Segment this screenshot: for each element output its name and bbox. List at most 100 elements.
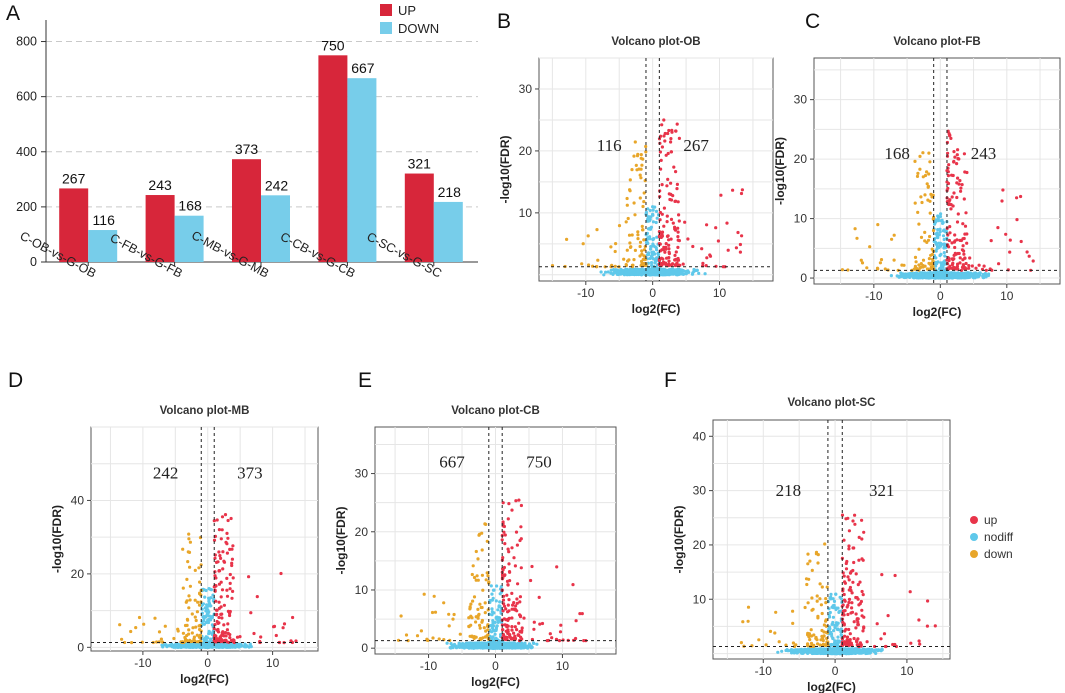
up-point [960,248,965,252]
down-point [484,629,488,633]
down-point [422,592,426,596]
up-point [950,241,954,245]
down-point [130,641,134,645]
nodiff-point [624,271,628,275]
up-point [508,579,512,583]
nodiff-point [939,252,943,256]
nodiff-point [942,251,946,255]
up-point [282,622,287,626]
nodiff-point [939,244,943,248]
nodiff-point [926,274,930,278]
up-point [1027,254,1031,258]
down-point [913,159,917,163]
down-point [642,191,646,195]
nodiff-point [207,645,211,649]
nodiff-point [647,269,651,273]
nodiff-point [532,641,536,646]
down-point [915,174,920,178]
up-point [705,223,709,227]
up-point [238,635,242,639]
down-point [902,263,906,267]
down-point [876,223,880,227]
down-point [195,610,199,614]
nodiff-point [937,233,941,237]
up-point [984,268,988,272]
nodiff-point [495,584,499,588]
up-point [962,236,966,241]
points [550,118,745,277]
down-point [635,168,639,172]
nodiff-point [509,644,513,648]
down-point [921,265,925,269]
up-point [502,530,506,534]
nodiff-point [660,273,664,277]
y-tick-label: 30 [519,82,533,96]
down-point [118,623,122,627]
nodiff-point [889,274,894,278]
down-point [624,263,629,267]
up-point [281,626,285,630]
nodiff-point [458,645,462,650]
down-point [918,154,922,158]
down-point [591,264,595,268]
up-point [958,256,962,260]
down-point [181,586,185,590]
down-point [194,618,198,623]
down-point [187,628,191,632]
down-point [633,213,637,217]
nodiff-point [204,635,208,639]
up-point [515,628,519,632]
up-point [221,567,225,571]
up-point [738,242,743,247]
nodiff-point [911,272,915,276]
down-point [188,598,192,602]
up-point [558,630,563,634]
up-point [505,593,509,597]
up-point [963,224,968,228]
bar-up-value: 373 [235,141,259,157]
nodiff-point [962,272,966,276]
up-point [214,560,219,565]
up-point [228,587,232,591]
panel-letter-e: E [358,369,372,392]
up-point [214,576,218,580]
nodiff-point [449,646,453,650]
up-point [952,160,956,164]
up-point [225,628,229,632]
up-point [948,134,952,138]
down-point [640,263,644,267]
up-point [673,263,678,268]
down-count: 242 [153,463,179,482]
up-point [662,206,667,210]
nodiff-point [655,235,659,239]
down-point [913,255,918,259]
down-point [476,607,480,612]
up-point [662,224,666,228]
nodiff-point [614,268,618,272]
nodiff-point [492,624,496,628]
up-point [230,561,234,565]
up-point [964,211,968,215]
nodiff-point [650,255,654,259]
down-point [929,192,933,196]
y-tick-label: 10 [794,212,808,226]
up-point [214,613,218,617]
up-point [503,623,507,627]
down-point [478,602,482,606]
up-point [701,261,705,265]
up-point [961,263,965,267]
down-point [470,572,474,577]
nodiff-point [776,650,780,654]
up-point [230,596,234,600]
up-point [664,242,668,246]
x-axis-label: log2(FC) [180,672,229,686]
nodiff-point [164,643,168,647]
down-point [630,265,635,269]
up-point [962,152,967,156]
down-point [468,607,472,611]
down-point [474,549,478,554]
down-point [636,237,640,241]
bar-up-value: 267 [62,170,86,186]
down-point [442,601,446,605]
up-point [557,639,562,643]
